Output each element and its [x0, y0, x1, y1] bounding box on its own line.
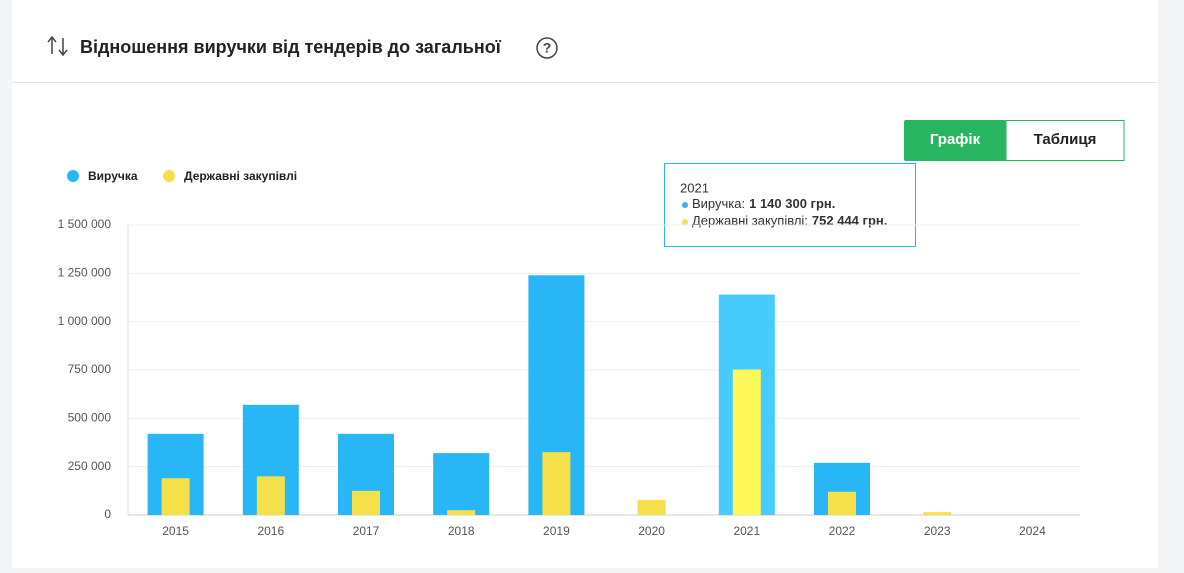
y-tick-label: 1 000 000 — [58, 314, 112, 328]
legend-label: Виручка — [88, 169, 138, 183]
legend-label: Державні закупівлі — [184, 169, 297, 183]
bar — [542, 452, 571, 515]
bar — [828, 491, 856, 515]
x-tick-label: 2016 — [257, 524, 284, 538]
bar — [352, 490, 380, 515]
sort-icon — [47, 35, 68, 57]
legend-marker — [67, 170, 79, 182]
tooltip-title: 2021 — [680, 180, 709, 195]
tooltip-line: Виручка: 1 140 300 грн. — [692, 196, 835, 211]
bar — [923, 512, 952, 515]
header-title: Відношення виручки від тендерів до загал… — [80, 37, 502, 57]
x-tick-label: 2024 — [1019, 524, 1046, 538]
y-tick-label: 500 000 — [68, 411, 112, 425]
table-button-label[interactable]: Таблиця — [1034, 131, 1097, 148]
tooltip-name: Виручка: — [692, 196, 745, 211]
tooltip-marker — [682, 219, 688, 225]
y-tick-label: 1 250 000 — [58, 266, 112, 280]
x-tick-label: 2018 — [448, 524, 475, 538]
x-tick-label: 2017 — [353, 524, 380, 538]
x-tick-label: 2023 — [924, 524, 951, 538]
x-tick-label: 2019 — [543, 524, 570, 538]
y-tick-label: 250 000 — [68, 459, 112, 473]
tooltip-marker — [682, 202, 688, 208]
x-tick-label: 2020 — [638, 524, 665, 538]
tooltip — [664, 163, 916, 247]
y-tick-label: 0 — [104, 507, 111, 521]
y-tick-label: 1 500 000 — [58, 217, 112, 231]
svg-text:?: ? — [543, 40, 552, 56]
tooltip-name: Державні закупівлі: — [692, 213, 808, 228]
bar — [256, 476, 285, 515]
bar — [732, 369, 761, 515]
bar — [433, 453, 490, 515]
help-icon[interactable]: ? — [536, 37, 558, 59]
table-button[interactable] — [1005, 120, 1125, 161]
chart-button[interactable] — [904, 120, 1006, 161]
bar — [447, 510, 476, 515]
chart-button-label[interactable]: Графік — [930, 131, 981, 148]
y-tick-label: 750 000 — [68, 362, 112, 376]
x-tick-label: 2022 — [829, 524, 856, 538]
tooltip-value: 1 140 300 грн. — [749, 196, 835, 211]
bar — [161, 478, 190, 515]
tooltip-value: 752 444 грн. — [812, 213, 887, 228]
bar — [637, 499, 666, 515]
legend-marker — [163, 170, 175, 182]
tooltip-line: Державні закупівлі: 752 444 грн. — [692, 213, 887, 228]
x-tick-label: 2021 — [733, 524, 760, 538]
x-tick-label: 2015 — [162, 524, 189, 538]
